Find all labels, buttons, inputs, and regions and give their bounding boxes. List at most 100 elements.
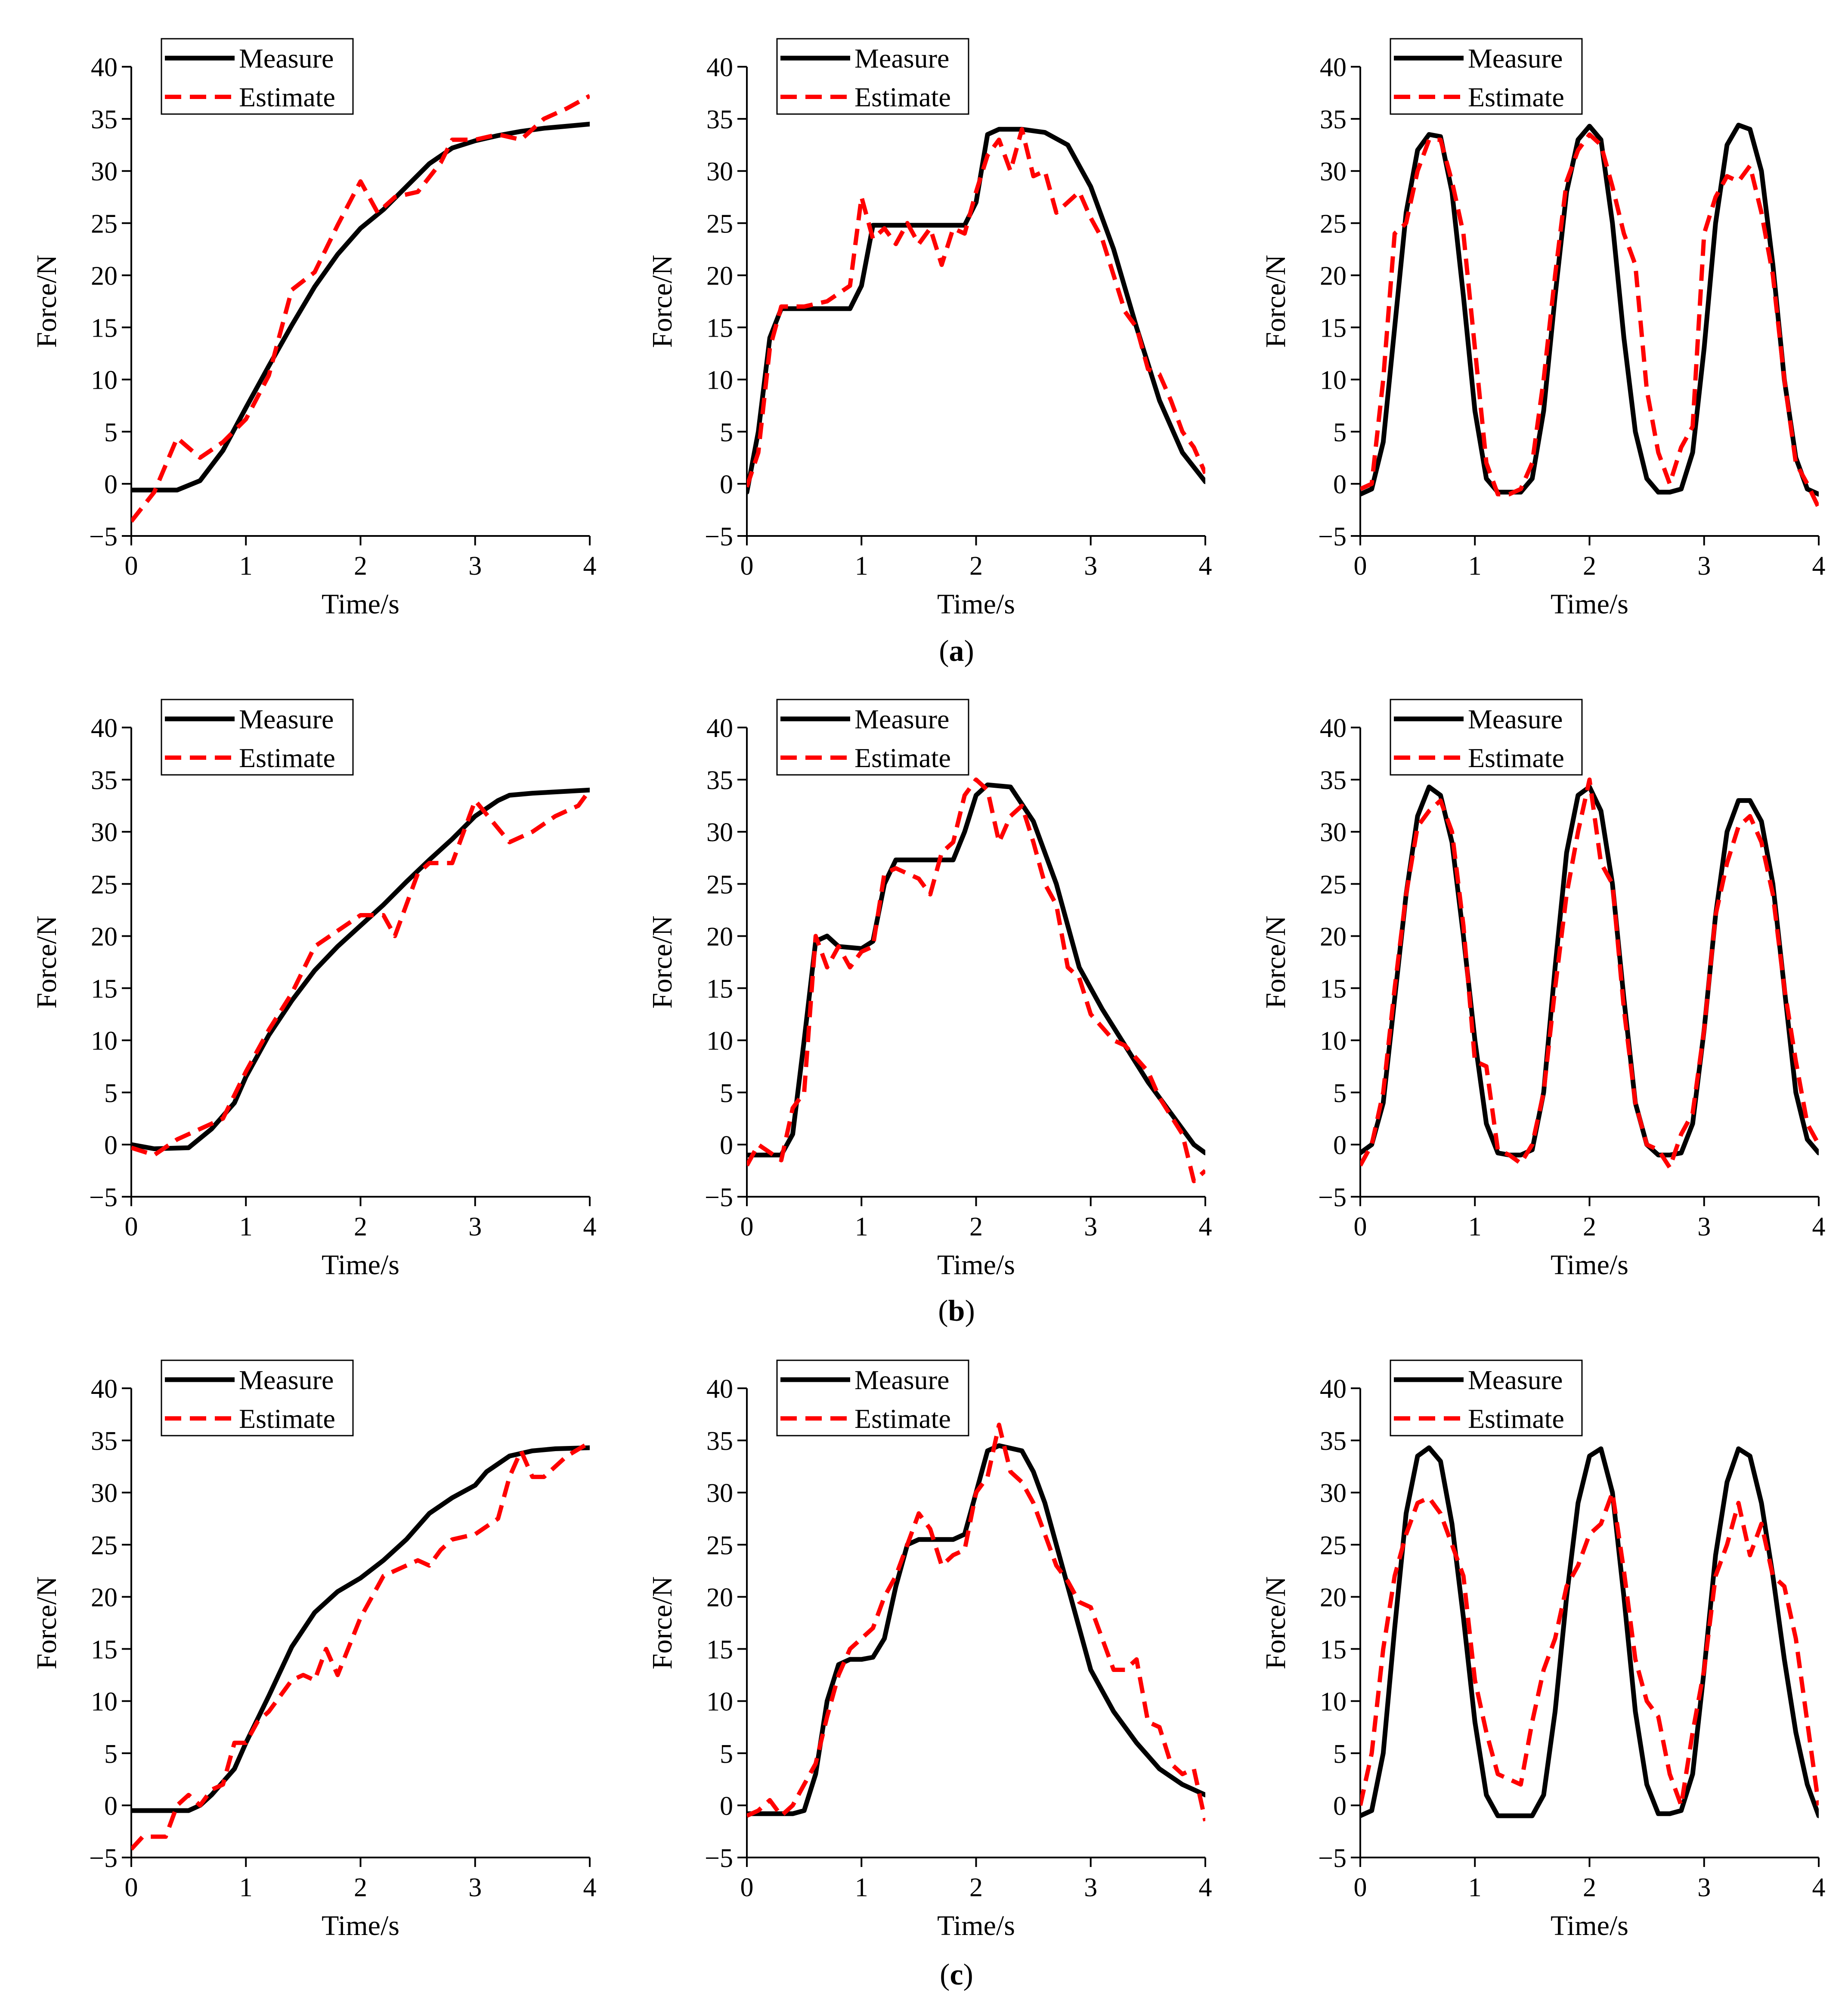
y-tick-label: 15 (1320, 1635, 1347, 1665)
legend: Measure Estimate (161, 699, 354, 776)
y-tick-label: 15 (91, 314, 118, 343)
y-tick-label: −5 (1318, 522, 1347, 551)
y-tick-label: 40 (1320, 53, 1347, 82)
x-axis-label: Time/s (322, 1910, 399, 1941)
y-tick-label: 30 (706, 1479, 733, 1508)
x-tick-label: 3 (1697, 1212, 1711, 1241)
legend: Measure Estimate (1390, 1359, 1583, 1436)
legend-label-measure: Measure (854, 704, 949, 734)
y-tick-label: 30 (91, 818, 118, 847)
y-tick-label: 30 (706, 157, 733, 186)
legend-box (776, 699, 969, 776)
legend-label-measure: Measure (239, 704, 334, 734)
x-tick-label: 2 (354, 1212, 367, 1241)
y-tick-label: 0 (104, 470, 118, 499)
y-axis-label: Force/N (647, 1576, 678, 1669)
y-tick-label: 10 (1320, 1687, 1347, 1717)
measure-series-line (1360, 784, 1819, 1158)
legend-label-estimate: Estimate (854, 82, 951, 112)
series-group (747, 127, 1205, 495)
measure-series-line (1360, 1445, 1819, 1818)
y-tick-label: 0 (720, 1131, 733, 1160)
x-tick-label: 2 (969, 1212, 983, 1241)
x-tick-label: 4 (1199, 1873, 1212, 1902)
series-group (1360, 777, 1819, 1170)
y-tick-label: 35 (1320, 105, 1347, 134)
y-tick-label: 0 (104, 1792, 118, 1821)
measure-series-line (747, 127, 1205, 495)
row-caption-letter: c (950, 1958, 963, 1991)
x-tick-label: 2 (354, 551, 367, 581)
y-tick-label: 30 (91, 157, 118, 186)
x-tick-label: 0 (125, 551, 138, 581)
x-tick-label: 4 (583, 551, 597, 581)
y-tick-label: 20 (91, 261, 118, 291)
y-tick-label: 25 (706, 1531, 733, 1560)
series-group (131, 1440, 590, 1851)
y-tick-label: 30 (706, 818, 733, 847)
x-tick-label: 0 (1354, 551, 1367, 581)
y-tick-label: 25 (91, 870, 118, 899)
x-axis-label: Time/s (322, 1249, 399, 1281)
y-axis-label: Force/N (647, 255, 678, 348)
y-tick-label: 20 (706, 1583, 733, 1612)
y-tick-label: 10 (91, 1687, 118, 1717)
y-tick-label: 0 (104, 1131, 118, 1160)
y-tick-label: 15 (91, 975, 118, 1004)
legend-box (1390, 38, 1583, 115)
legend-label-measure: Measure (854, 1365, 949, 1395)
x-tick-label: 0 (125, 1212, 138, 1241)
estimate-series-line (131, 94, 590, 523)
row-caption-a: (a) (939, 635, 974, 668)
y-tick-label: −5 (705, 1844, 733, 1873)
x-tick-label: 1 (239, 1212, 253, 1241)
x-tick-label: 4 (583, 1212, 597, 1241)
y-tick-label: 20 (91, 922, 118, 951)
series-group (1360, 123, 1819, 509)
x-tick-label: 4 (1812, 1873, 1826, 1902)
estimate-series-line (131, 789, 590, 1158)
y-tick-label: 5 (104, 1079, 118, 1108)
y-tick-label: 40 (1320, 1375, 1347, 1404)
x-tick-label: 2 (1583, 551, 1596, 581)
measure-series-line (131, 1445, 590, 1813)
x-tick-label: 2 (1583, 1212, 1596, 1241)
y-tick-label: 35 (91, 1427, 118, 1456)
y-tick-label: 35 (91, 105, 118, 134)
legend: Measure Estimate (161, 1359, 354, 1436)
y-axis-label: Force/N (31, 1576, 62, 1669)
y-tick-label: 25 (706, 870, 733, 899)
x-axis-label: Time/s (1551, 1249, 1628, 1281)
y-axis-label: Force/N (31, 255, 62, 348)
x-tick-label: 4 (1199, 551, 1212, 581)
y-tick-label: 40 (91, 53, 118, 82)
y-tick-label: 25 (1320, 209, 1347, 238)
x-tick-label: 3 (1697, 1873, 1711, 1902)
y-axis-label: Force/N (1260, 916, 1291, 1009)
y-tick-label: 10 (91, 1027, 118, 1056)
y-tick-label: 35 (91, 766, 118, 795)
legend: Measure Estimate (161, 38, 354, 115)
legend-label-measure: Measure (1468, 43, 1563, 74)
x-tick-label: 1 (855, 1873, 868, 1902)
y-tick-label: 25 (1320, 870, 1347, 899)
measure-series-line (747, 1443, 1205, 1816)
row-caption-letter: a (949, 635, 964, 668)
x-axis-label: Time/s (937, 1249, 1015, 1281)
legend-label-estimate: Estimate (1468, 82, 1564, 112)
y-tick-label: 40 (706, 53, 733, 82)
series-group (131, 94, 590, 523)
estimate-series-line (747, 1422, 1205, 1822)
y-tick-label: 35 (706, 766, 733, 795)
x-tick-label: 1 (855, 551, 868, 581)
legend-label-estimate: Estimate (239, 743, 335, 773)
y-tick-label: 10 (706, 1687, 733, 1717)
x-tick-label: 3 (468, 1873, 482, 1902)
x-tick-label: 2 (1583, 1873, 1596, 1902)
y-tick-label: 0 (720, 1792, 733, 1821)
